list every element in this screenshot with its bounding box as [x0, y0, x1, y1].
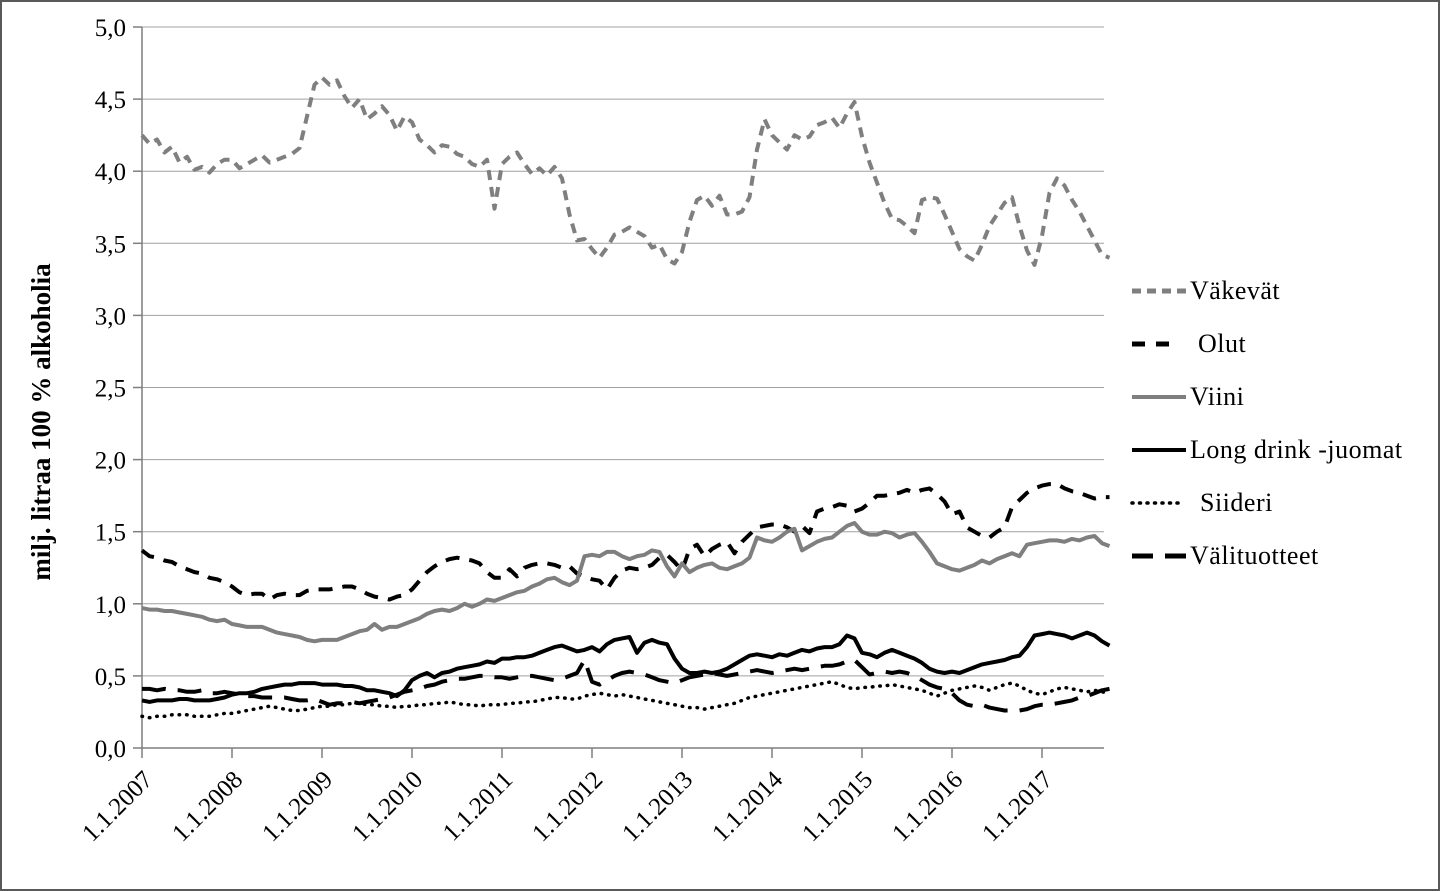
x-tick-label: 1.1.2015	[797, 766, 878, 847]
x-tick-label: 1.1.2007	[77, 766, 158, 847]
y-tick-label: 5,0	[95, 15, 126, 42]
y-tick-label: 3,5	[95, 231, 126, 258]
y-tick-label: 1,0	[95, 592, 126, 619]
legend-item-viini: Viini	[1130, 370, 1430, 423]
legend-item-vakevat: Väkevät	[1130, 264, 1430, 317]
series-line-4-long-drink-juomat	[141, 630, 1111, 704]
legend-line-sample-valituotteet	[1132, 553, 1186, 558]
legend-label: Viini	[1190, 381, 1245, 411]
gridlines	[142, 26, 1104, 677]
plot-area: 5,04,54,03,53,02,52,01,51,00,50,01.1.200…	[77, 15, 1112, 847]
legend-item-olut: Olut	[1130, 317, 1430, 370]
y-tick-labels: 5,0 4,5 4,0 3,5 3,0 2,5 2,0 1,5 1,0 0,5 0,0	[95, 15, 142, 763]
x-tick-label: 1.1.2008	[167, 766, 248, 847]
y-tick-label: 2,5	[95, 376, 126, 403]
legend-item-siideri: Siideri	[1130, 476, 1430, 529]
x-tick-label: 1.1.2016	[887, 766, 968, 847]
legend-line-sample-olut	[1132, 341, 1180, 346]
series-line-6-v-lituotteet	[142, 658, 1110, 713]
y-tick-label: 3,0	[95, 303, 126, 330]
legend-line-sample-viini	[1132, 394, 1186, 399]
legend-label: Siideri	[1200, 487, 1273, 517]
x-tick-label: 1.1.2014	[707, 766, 788, 847]
x-tick-label: 1.1.2013	[617, 766, 698, 847]
legend-item-long-drink: Long drink -juomat	[1130, 423, 1430, 476]
legend-label: Long drink -juomat	[1190, 434, 1403, 464]
y-tick-label: 2,0	[95, 448, 126, 475]
series-line-3-viini	[141, 521, 1111, 644]
y-tick-label: 4,0	[95, 159, 126, 186]
legend-label: Välituotteet	[1190, 540, 1319, 570]
y-tick-label: 0,5	[95, 664, 126, 691]
y-axis-title: milj. litraa 100 % alkoholia	[26, 263, 56, 581]
x-tick-label: 1.1.2010	[347, 766, 428, 847]
legend-item-valituotteet: Välituotteet	[1130, 529, 1430, 582]
series-line-1-v-kev-t	[140, 75, 1111, 267]
x-tick-label: 1.1.2011	[438, 766, 518, 846]
y-tick-label: 1,5	[95, 520, 126, 547]
x-tick-labels: 1.1.2007 1.1.2008 1.1.2009 1.1.2010 1.1.2011…	[77, 748, 1058, 847]
y-tick-label: 4,5	[95, 87, 126, 114]
legend-line-sample-long-drink	[1132, 447, 1186, 452]
series-line-2-olut	[140, 482, 1110, 602]
legend-label: Olut	[1198, 328, 1247, 358]
legend-line-sample-vakevat	[1132, 288, 1186, 293]
x-tick-label: 1.1.2009	[257, 766, 338, 847]
legend-line-sample-siideri	[1130, 500, 1180, 505]
x-tick-label: 1.1.2012	[527, 766, 608, 847]
x-tick-label: 1.1.2017	[977, 766, 1058, 847]
legend-label: Väkevät	[1190, 275, 1281, 305]
y-tick-label: 0,0	[95, 736, 126, 763]
legend: Väkevät Olut Viini Long drink -juomat Si…	[1130, 264, 1430, 582]
